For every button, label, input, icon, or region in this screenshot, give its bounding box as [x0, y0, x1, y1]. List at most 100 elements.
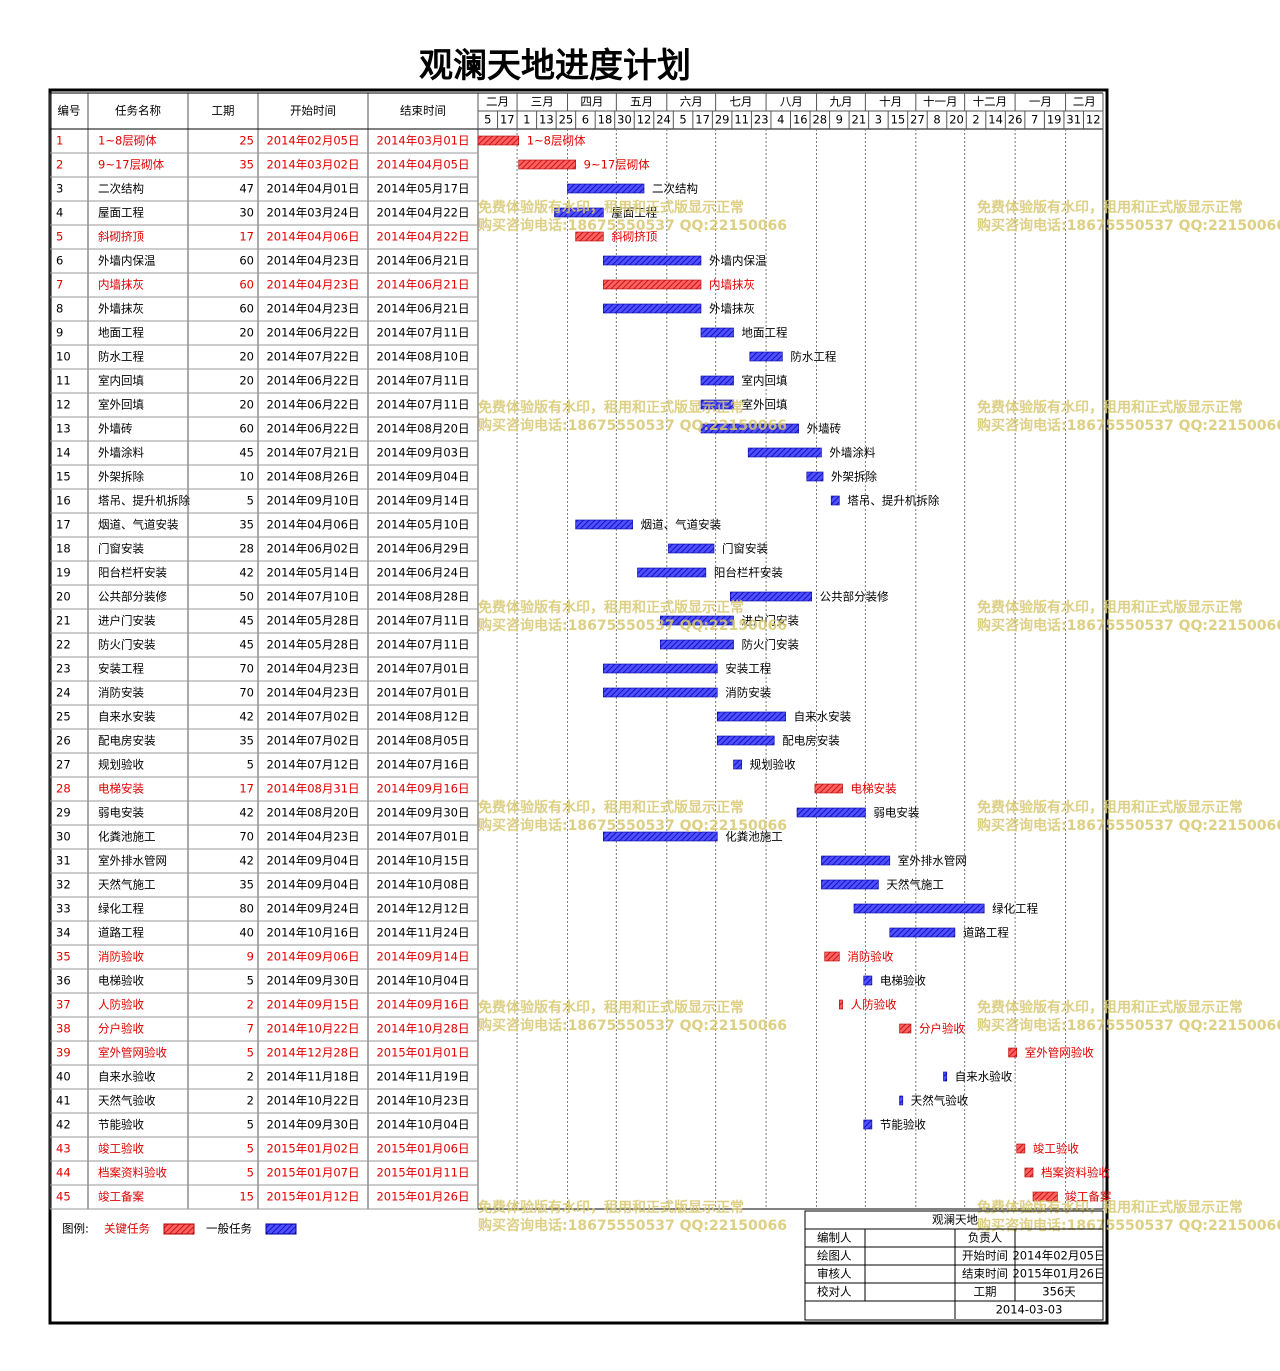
task-start: 2014年06月22日 [266, 422, 359, 436]
task-bar [567, 183, 645, 194]
task-id: 26 [56, 734, 71, 748]
month-label: 六月 [680, 95, 703, 109]
bar-label: 屋面工程 [611, 206, 657, 220]
column-header: 编号 [58, 104, 81, 118]
legend-label: 图例: [62, 1222, 89, 1236]
task-end: 2014年09月16日 [376, 998, 469, 1012]
task-start: 2014年04月06日 [266, 518, 359, 532]
info-text: 工期 [974, 1285, 997, 1299]
task-id: 21 [56, 614, 71, 628]
watermark: 购买咨询电话:18675550537 QQ:22150066 [977, 1017, 1280, 1034]
task-start: 2015年01月02日 [266, 1142, 359, 1156]
task-id: 7 [56, 278, 63, 292]
task-end: 2015年01月06日 [376, 1142, 469, 1156]
task-start: 2014年08月31日 [266, 782, 359, 796]
day-tick-label: 8 [933, 113, 940, 127]
task-bar [1032, 1191, 1058, 1202]
task-start: 2014年06月02日 [266, 542, 359, 556]
task-bar [603, 687, 718, 698]
info-text: 负责人 [968, 1231, 1003, 1245]
task-name: 室内回填 [98, 374, 144, 388]
task-name: 电梯安装 [98, 782, 144, 796]
day-tick-label: 18 [598, 113, 613, 127]
task-duration: 25 [239, 134, 254, 148]
task-end: 2014年08月05日 [376, 734, 469, 748]
task-start: 2014年10月22日 [266, 1094, 359, 1108]
task-bar [700, 423, 799, 434]
task-bar [824, 951, 840, 962]
bar-label: 防水工程 [790, 350, 836, 364]
month-label: 十一月 [923, 95, 958, 109]
bar-label: 绿化工程 [992, 902, 1038, 916]
day-tick-label: 5 [679, 113, 686, 127]
task-bar [899, 1095, 904, 1106]
task-name: 外墙涂料 [98, 446, 144, 460]
task-name: 档案资料验收 [98, 1166, 167, 1180]
day-tick-label: 6 [582, 113, 589, 127]
task-name: 二次结构 [98, 182, 144, 196]
day-tick-label: 11 [734, 113, 749, 127]
task-id: 31 [56, 854, 71, 868]
task-id: 37 [56, 998, 71, 1012]
legend-swatch [265, 1223, 297, 1235]
bar-label: 消防安装 [725, 686, 771, 700]
task-bar [659, 615, 734, 626]
task-name: 电梯验收 [98, 974, 144, 988]
watermark: 购买咨询电话:18675550537 QQ:22150066 [977, 1217, 1280, 1234]
task-bar [899, 1023, 912, 1034]
task-id: 24 [56, 686, 71, 700]
task-end: 2014年08月20日 [376, 422, 469, 436]
task-duration: 45 [239, 638, 254, 652]
title: 观澜天地进度计划 [419, 46, 691, 86]
watermark: 购买咨询电话:18675550537 QQ:22150066 [977, 417, 1280, 434]
task-id: 39 [56, 1046, 71, 1060]
day-tick-label: 15 [891, 113, 906, 127]
day-tick-label: 5 [484, 113, 491, 127]
task-duration: 42 [239, 854, 254, 868]
task-start: 2014年07月02日 [266, 710, 359, 724]
task-duration: 5 [247, 1166, 254, 1180]
bar-label: 公共部分装修 [820, 590, 889, 604]
task-bar [839, 999, 843, 1010]
task-bar [700, 327, 734, 338]
column-header: 任务名称 [115, 104, 161, 118]
bar-label: 防火门安装 [742, 638, 800, 652]
task-end: 2014年10月04日 [376, 1118, 469, 1132]
task-duration: 60 [239, 278, 254, 292]
watermark: 购买咨询电话:18675550537 QQ:22150066 [478, 417, 787, 434]
task-id: 13 [56, 422, 71, 436]
task-id: 10 [56, 350, 71, 364]
task-id: 11 [56, 374, 71, 388]
task-start: 2014年06月22日 [266, 398, 359, 412]
day-tick-label: 13 [539, 113, 554, 127]
bar-label: 二次结构 [652, 182, 698, 196]
task-name: 安装工程 [98, 662, 144, 676]
bar-label: 道路工程 [963, 926, 1009, 940]
task-start: 2014年06月22日 [266, 374, 359, 388]
day-tick-label: 12 [1086, 113, 1101, 127]
task-name: 外墙内保温 [98, 254, 156, 268]
watermark: 免费体验版有水印，租用和正式版显示正常 [478, 1199, 744, 1216]
task-name: 门窗安装 [98, 542, 144, 556]
task-bar [733, 759, 742, 770]
task-name: 人防验收 [98, 998, 144, 1012]
task-start: 2014年04月23日 [266, 302, 359, 316]
bar-label: 外墙内保温 [709, 254, 767, 268]
task-duration: 60 [239, 302, 254, 316]
bar-label: 弱电安装 [873, 806, 919, 820]
bar-label: 化粪池施工 [725, 830, 783, 844]
task-name: 竣工验收 [98, 1142, 144, 1156]
day-tick-label: 16 [793, 113, 808, 127]
task-end: 2014年06月24日 [376, 566, 469, 580]
task-name: 节能验收 [98, 1118, 144, 1132]
task-duration: 5 [247, 1118, 254, 1132]
task-end: 2014年06月29日 [376, 542, 469, 556]
task-end: 2014年10月08日 [376, 878, 469, 892]
task-duration: 15 [239, 1190, 254, 1204]
task-end: 2014年09月03日 [376, 446, 469, 460]
task-name: 自来水安装 [98, 710, 156, 724]
task-duration: 70 [239, 830, 254, 844]
task-bar [603, 831, 718, 842]
task-start: 2014年07月12日 [266, 758, 359, 772]
task-id: 28 [56, 782, 71, 796]
